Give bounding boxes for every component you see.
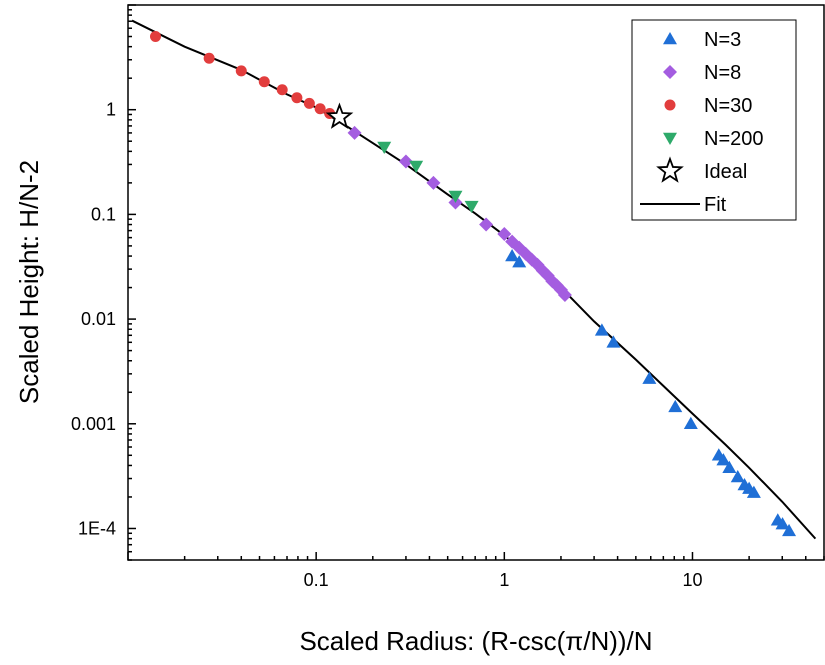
point-ideal bbox=[325, 102, 354, 129]
point-n-3 bbox=[642, 371, 657, 384]
ticks-layer: 0.1 1 10 1E-4 0.001 0.01 0.1 1 bbox=[71, 4, 825, 590]
legend-swatch-n-3 bbox=[663, 32, 677, 45]
y-tick-label: 1 bbox=[106, 100, 116, 120]
point-n-3 bbox=[594, 323, 609, 336]
legend-label-ideal: Ideal bbox=[704, 161, 747, 183]
point-n-30 bbox=[258, 76, 270, 88]
point-n-3 bbox=[512, 255, 527, 268]
point-n-3 bbox=[505, 249, 520, 262]
point-n-3 bbox=[716, 453, 731, 466]
point-n-30 bbox=[291, 92, 303, 104]
legend-swatch-n-8 bbox=[663, 65, 677, 79]
point-n-30 bbox=[276, 84, 288, 96]
point-n-30 bbox=[235, 65, 247, 77]
legend-swatch-ideal bbox=[656, 156, 684, 183]
point-n-30 bbox=[314, 103, 326, 115]
legend-label-n-200: N=200 bbox=[704, 128, 764, 150]
legend-label-n-30: N=30 bbox=[704, 95, 752, 117]
point-n-30 bbox=[203, 52, 215, 64]
x-tick-label: 0.1 bbox=[304, 570, 329, 590]
x-tick-label: 10 bbox=[682, 570, 702, 590]
point-n-3 bbox=[730, 470, 745, 483]
point-n-200 bbox=[448, 190, 463, 203]
point-n-200 bbox=[409, 160, 424, 173]
point-n-3 bbox=[668, 399, 683, 413]
y-tick-label: 1E-4 bbox=[78, 518, 116, 538]
legend-box bbox=[631, 19, 797, 221]
point-n-30 bbox=[303, 97, 315, 109]
legend-swatch-n-200 bbox=[663, 132, 677, 145]
legend-swatch-n-30 bbox=[664, 99, 676, 111]
y-tick-label: 0.1 bbox=[91, 204, 116, 224]
y-tick-label: 0.001 bbox=[71, 414, 116, 434]
point-n-8 bbox=[398, 154, 413, 169]
point-n-3 bbox=[722, 460, 737, 474]
point-n-3 bbox=[775, 517, 790, 530]
marks-layer bbox=[149, 31, 797, 537]
point-n-8 bbox=[497, 226, 512, 241]
point-n-8 bbox=[557, 287, 572, 302]
legend-label-fit: Fit bbox=[704, 194, 727, 216]
point-n-3 bbox=[606, 335, 621, 348]
point-n-200 bbox=[464, 200, 479, 214]
point-n-30 bbox=[149, 31, 161, 43]
point-n-8 bbox=[426, 175, 441, 190]
legend-label-n-8: N=8 bbox=[704, 62, 741, 84]
y-tick-label: 0.01 bbox=[81, 309, 116, 329]
plot-frame bbox=[127, 4, 825, 561]
point-n-8 bbox=[479, 217, 494, 232]
y-axis-title: Scaled Height: H/N-2 bbox=[14, 160, 44, 404]
x-axis-title: Scaled Radius: (R-csc(π/N))/N bbox=[299, 626, 652, 656]
point-n-200 bbox=[377, 141, 392, 155]
legend: N=3 N=8 N=30 N=200 Ideal Fit bbox=[631, 19, 797, 221]
point-n-8 bbox=[347, 125, 362, 140]
legend-label-n-3: N=3 bbox=[704, 29, 741, 51]
point-n-3 bbox=[746, 485, 761, 498]
point-n-3 bbox=[782, 523, 797, 537]
x-tick-label: 1 bbox=[499, 570, 509, 590]
point-n-3 bbox=[683, 416, 698, 430]
